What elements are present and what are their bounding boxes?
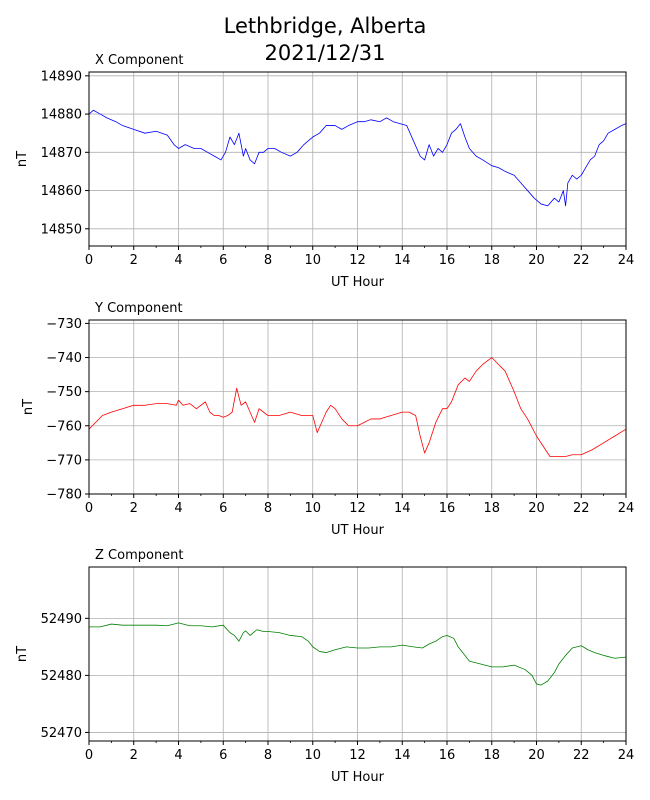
z-component-ytick-label: 52490 (41, 612, 82, 627)
x-component-xlabel: UT Hour (331, 275, 385, 290)
x-component-xtick-label: 14 (394, 253, 411, 268)
z-component-xtick-label: 10 (304, 748, 321, 763)
y-component-xtick-label: 12 (349, 501, 366, 516)
y-component-xtick-label: 6 (219, 501, 227, 516)
x-component-ytick-label: 14850 (41, 222, 82, 237)
x-component-xtick-label: 6 (219, 253, 227, 268)
y-component-ytick-label: −730 (46, 317, 82, 332)
y-component-title: Y Component (94, 301, 183, 316)
figure-title-line2: 2021/12/31 (264, 41, 385, 65)
y-component-xtick-label: 10 (304, 501, 321, 516)
z-component-ytick-label: 52480 (41, 669, 82, 684)
x-component-xtick-label: 22 (573, 253, 590, 268)
z-component-xtick-label: 12 (349, 748, 366, 763)
y-component-xtick-label: 4 (174, 501, 182, 516)
x-component-xtick-label: 16 (439, 253, 456, 268)
z-component-ytick-label: 52470 (41, 726, 82, 741)
z-component-xtick-label: 20 (528, 748, 545, 763)
x-component-panel: 0 2 4 6 8 10 12 14 16 18 20 22 241485014860148701488… (15, 53, 634, 290)
y-component-xtick-label: 16 (439, 501, 456, 516)
x-component-xtick-label: 12 (349, 253, 366, 268)
x-component-ytick-label: 14890 (41, 69, 82, 84)
x-component-ytick-label: 14870 (41, 146, 82, 161)
x-component-xtick-label: 2 (130, 253, 138, 268)
z-component-xtick-label: 6 (219, 748, 227, 763)
y-component-panel: 0 2 4 6 8 10 12 14 16 18 20 22 24−780−770−760−750−74… (21, 301, 634, 538)
y-component-ytick-label: −750 (46, 385, 82, 400)
y-component-xtick-label: 18 (483, 501, 500, 516)
z-component-xlabel: UT Hour (331, 770, 385, 785)
z-component-xtick-label: 8 (264, 748, 272, 763)
y-component-xtick-label: 2 (130, 501, 138, 516)
y-component-xlabel: UT Hour (331, 523, 385, 538)
x-component-series-line (88, 109, 627, 207)
x-component-title: X Component (95, 53, 184, 68)
y-component-xtick-label: 0 (85, 501, 93, 516)
y-component-xtick-label: 8 (264, 501, 272, 516)
y-component-ytick-label: −770 (46, 453, 82, 468)
y-component-ylabel: nT (21, 399, 36, 415)
y-component-xtick-label: 14 (394, 501, 411, 516)
z-component-xtick-label: 16 (439, 748, 456, 763)
x-component-xtick-label: 18 (483, 253, 500, 268)
x-component-xtick-label: 10 (304, 253, 321, 268)
z-component-xtick-label: 18 (483, 748, 500, 763)
z-component-xtick-label: 0 (85, 748, 93, 763)
z-component-xtick-label: 2 (130, 748, 138, 763)
x-component-ytick-label: 14860 (41, 184, 82, 199)
z-component-xtick-label: 4 (174, 748, 182, 763)
x-component-ylabel: nT (15, 151, 30, 167)
y-component-ytick-label: −740 (46, 351, 82, 366)
x-component-xtick-label: 24 (618, 253, 635, 268)
y-component-series-line (88, 357, 627, 457)
y-component-xtick-label: 20 (528, 501, 545, 516)
z-component-title: Z Component (95, 548, 184, 563)
z-component-series-line (89, 622, 627, 686)
y-component-ytick-label: −780 (46, 488, 82, 503)
z-component-xtick-label: 14 (394, 748, 411, 763)
z-component-xtick-label: 22 (573, 748, 590, 763)
x-component-xtick-label: 4 (174, 253, 182, 268)
z-component-ylabel: nT (15, 646, 30, 662)
y-component-ytick-label: −760 (46, 419, 82, 434)
x-component-xtick-label: 20 (528, 253, 545, 268)
y-component-xtick-label: 24 (618, 501, 635, 516)
z-component-xtick-label: 24 (618, 748, 635, 763)
figure-title-line1: Lethbridge, Alberta (224, 14, 427, 38)
x-component-ytick-label: 14880 (41, 108, 82, 123)
y-component-xtick-label: 22 (573, 501, 590, 516)
x-component-xtick-label: 8 (264, 253, 272, 268)
x-component-xtick-label: 0 (85, 253, 93, 268)
